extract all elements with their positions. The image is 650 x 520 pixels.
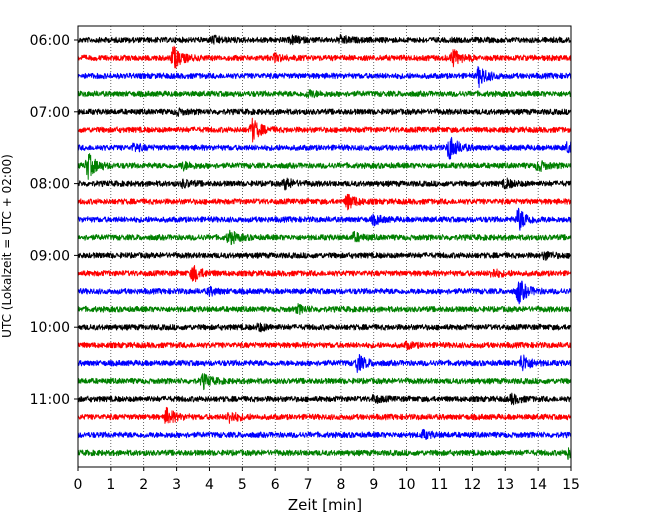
x-tick-label: 2 — [139, 477, 148, 493]
trace-0700 — [77, 107, 572, 117]
trace-0845 — [77, 229, 572, 246]
y-axis-label: UTC (Lokalzeit = UTC + 02:00) — [0, 154, 14, 338]
trace-0745 — [77, 153, 572, 180]
trace-0630 — [77, 66, 572, 88]
y-tick-label: 10:00 — [30, 320, 70, 336]
x-tick-label: 1 — [106, 477, 115, 493]
y-tick-label: 09:00 — [30, 248, 70, 264]
trace-0600 — [77, 33, 572, 46]
trace-1145 — [77, 447, 572, 460]
trace-0730 — [77, 136, 572, 160]
trace-1100 — [77, 392, 572, 406]
x-tick-label: 7 — [304, 477, 313, 493]
y-axis-ticks: 06:00 07:00 08:00 09:00 10:00 11:00 — [30, 33, 78, 408]
x-tick-label: 10 — [398, 477, 416, 493]
x-tick-label: 4 — [205, 477, 214, 493]
trace-1115 — [77, 406, 572, 424]
x-axis-ticks: 0 1 2 3 4 5 6 7 8 9 10 11 12 13 14 15 — [74, 467, 580, 493]
trace-0645 — [77, 89, 572, 99]
x-tick-label: 5 — [238, 477, 247, 493]
y-tick-label: 06:00 — [30, 33, 70, 49]
y-tick-label: 07:00 — [30, 105, 70, 121]
x-tick-label: 14 — [529, 477, 547, 493]
x-tick-label: 15 — [562, 477, 580, 493]
x-tick-label: 3 — [172, 477, 181, 493]
trace-0800 — [77, 177, 572, 191]
y-tick-label: 08:00 — [30, 177, 70, 193]
trace-1030 — [77, 353, 572, 373]
x-tick-label: 6 — [271, 477, 280, 493]
x-tick-label: 9 — [369, 477, 378, 493]
x-tick-label: 12 — [463, 477, 481, 493]
x-tick-label: 13 — [496, 477, 514, 493]
x-tick-label: 8 — [336, 477, 345, 493]
trace-1045 — [77, 373, 572, 391]
trace-0715 — [77, 117, 572, 143]
x-tick-label: 0 — [74, 477, 83, 493]
trace-0915 — [77, 265, 572, 283]
trace-0830 — [77, 207, 572, 231]
seismic-traces — [77, 33, 572, 460]
trace-0615 — [77, 45, 572, 69]
x-axis-label: Zeit [min] — [288, 496, 362, 514]
trace-0815 — [77, 193, 572, 211]
x-tick-label: 11 — [431, 477, 449, 493]
trace-1130 — [77, 428, 572, 440]
trace-0945 — [77, 303, 572, 316]
plot-frame — [77, 25, 572, 468]
trace-1000 — [77, 322, 572, 333]
trace-0900 — [77, 250, 572, 261]
trace-0930 — [77, 280, 572, 305]
trace-1015 — [77, 340, 572, 351]
y-tick-label: 11:00 — [30, 392, 70, 408]
